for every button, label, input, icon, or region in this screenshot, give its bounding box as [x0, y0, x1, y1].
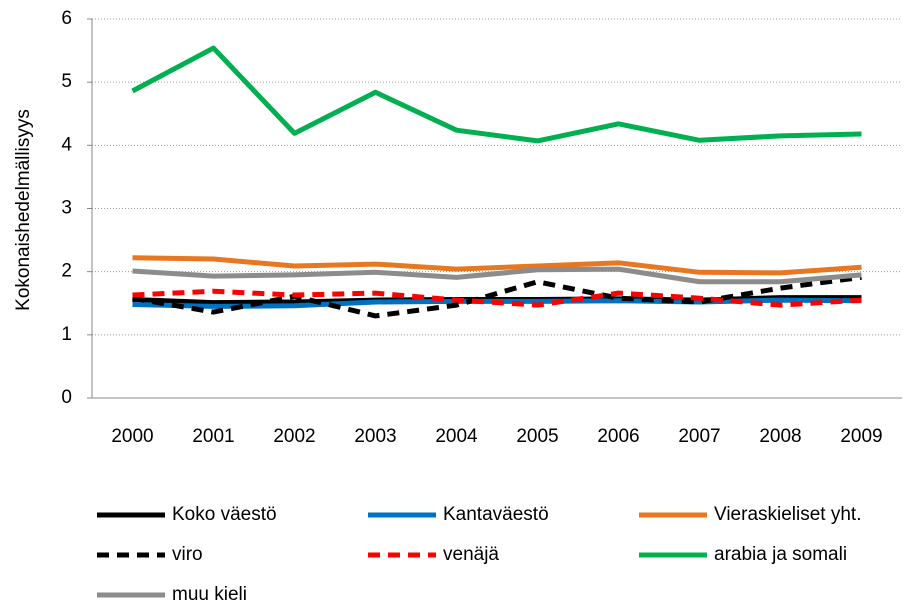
y-tick-label: 5 — [61, 71, 72, 92]
x-tick-label: 2001 — [192, 426, 234, 447]
x-tick-label: 2008 — [759, 426, 801, 447]
x-tick-label: 2007 — [678, 426, 720, 447]
legend-label: viro — [172, 544, 203, 565]
x-tick-label: 2000 — [111, 426, 153, 447]
legend-label: venäjä — [443, 544, 499, 565]
legend-label: arabia ja somali — [714, 544, 847, 565]
y-axis-label: Kokonaishedelmällisyys — [13, 109, 34, 311]
legend-label: Kantaväestö — [443, 504, 549, 525]
x-tick-label: 2003 — [354, 426, 396, 447]
series-line — [132, 288, 862, 308]
legend-label: Koko väestö — [172, 504, 277, 525]
y-tick-label: 1 — [61, 324, 72, 345]
y-tick-label: 3 — [61, 198, 72, 219]
x-tick-label: 2006 — [597, 426, 639, 447]
legend-label: muu kieli — [172, 584, 247, 605]
x-tick-label: 2004 — [435, 426, 478, 447]
y-tick-label: 0 — [61, 387, 72, 408]
series-line — [132, 274, 862, 319]
series-line — [132, 266, 862, 285]
legend-label: Vieraskieliset yht. — [714, 504, 862, 525]
y-tick-label: 2 — [61, 261, 72, 282]
y-tick-label: 4 — [61, 134, 72, 155]
y-tick-label: 6 — [61, 8, 72, 29]
x-tick-label: 2002 — [273, 426, 315, 447]
series-line — [131, 45, 862, 144]
x-tick-label: 2005 — [516, 426, 558, 447]
series-line — [132, 255, 862, 276]
x-tick-label: 2009 — [840, 426, 882, 447]
